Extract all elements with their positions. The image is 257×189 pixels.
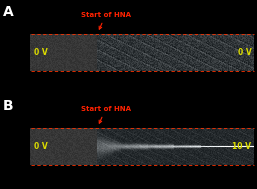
- Text: 0 V: 0 V: [34, 142, 48, 151]
- Text: A: A: [3, 5, 14, 19]
- Text: Start of HNA: Start of HNA: [81, 106, 131, 123]
- Text: B: B: [3, 99, 14, 113]
- Text: 0 V: 0 V: [34, 48, 48, 57]
- Text: 0 V: 0 V: [238, 48, 251, 57]
- Text: 10 V: 10 V: [232, 142, 251, 151]
- Text: Start of HNA: Start of HNA: [81, 12, 131, 29]
